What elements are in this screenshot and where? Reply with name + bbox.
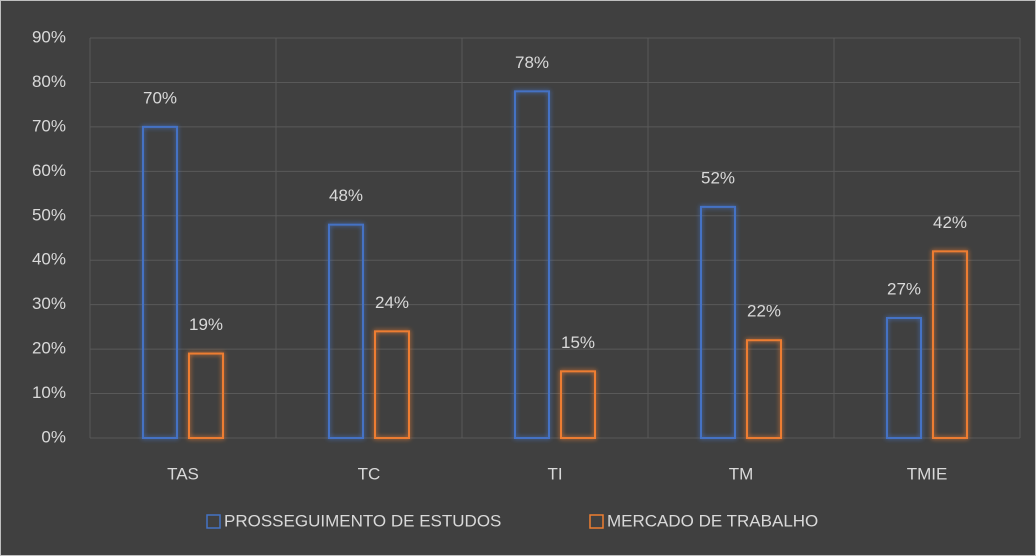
legend-label: PROSSEGUIMENTO DE ESTUDOS: [224, 511, 501, 530]
x-tick-label: TI: [547, 464, 562, 483]
data-label: 19%: [189, 315, 223, 334]
x-tick-label: TC: [358, 464, 381, 483]
bar: [886, 317, 922, 439]
bar: [932, 250, 968, 439]
x-tick-label: TMIE: [907, 464, 948, 483]
y-tick-label: 80%: [32, 72, 66, 91]
bar: [328, 223, 364, 439]
y-tick-label: 40%: [32, 250, 66, 269]
data-label: 52%: [701, 168, 735, 187]
y-tick-label: 60%: [32, 161, 66, 180]
y-tick-label: 0%: [41, 427, 66, 446]
bar: [374, 330, 410, 440]
bar: [514, 90, 550, 439]
data-label: 78%: [515, 53, 549, 72]
data-label: 42%: [933, 213, 967, 232]
y-tick-label: 70%: [32, 116, 66, 135]
bar: [700, 205, 736, 439]
data-label: 70%: [143, 88, 177, 107]
y-tick-label: 50%: [32, 205, 66, 224]
y-tick-label: 30%: [32, 294, 66, 313]
y-tick-label: 20%: [32, 339, 66, 358]
bar: [560, 370, 596, 440]
data-label: 24%: [375, 293, 409, 312]
data-label: 15%: [561, 333, 595, 352]
data-label: 48%: [329, 186, 363, 205]
legend-swatch: [589, 514, 604, 529]
bar: [746, 339, 782, 440]
bar: [188, 352, 224, 439]
bar: [142, 125, 178, 439]
legend-label: MERCADO DE TRABALHO: [607, 511, 818, 530]
x-tick-label: TM: [729, 464, 754, 483]
data-label: 22%: [747, 302, 781, 321]
y-tick-label: 90%: [32, 27, 66, 46]
legend-swatch: [206, 514, 221, 529]
y-tick-label: 10%: [32, 383, 66, 402]
x-tick-label: TAS: [167, 464, 199, 483]
data-label: 27%: [887, 279, 921, 298]
